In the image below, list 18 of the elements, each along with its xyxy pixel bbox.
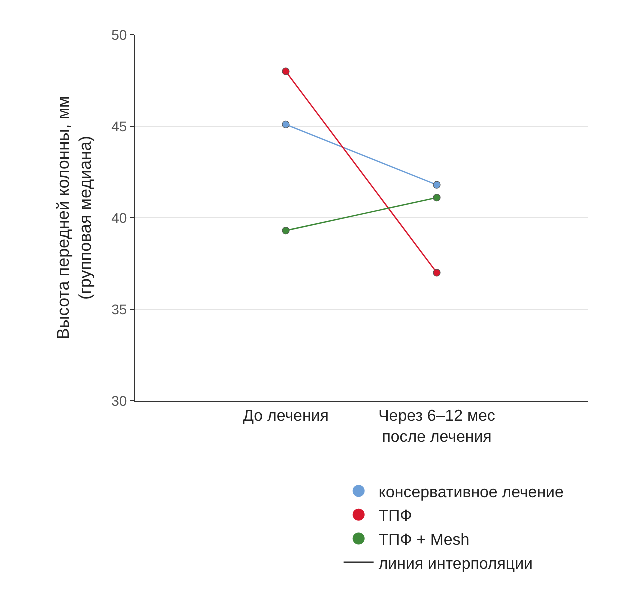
point [282,120,290,128]
legend-label: консервативное лечение [378,484,564,502]
y-tick-label: 45 [112,118,128,134]
point [282,68,290,76]
legend-label: ТПФ [378,508,412,526]
point [433,194,441,202]
x-tick-label: Через 6–12 мес после лечения [378,408,496,446]
y-tick-label: 30 [112,392,128,409]
point [433,269,441,277]
text: линия интерполяции [378,556,533,573]
point [433,181,441,189]
legend-label: ТПФ + Mesh [378,532,470,549]
y-tick-label: 40 [112,210,128,226]
y-axis-title: Высота передней колонны, мм (групповая медиана) [54,96,96,340]
y-tick-label: 50 [112,26,128,43]
y-tick-label: 35 [112,301,128,318]
point [282,227,290,235]
x-tick-label: До лечения [243,408,329,426]
